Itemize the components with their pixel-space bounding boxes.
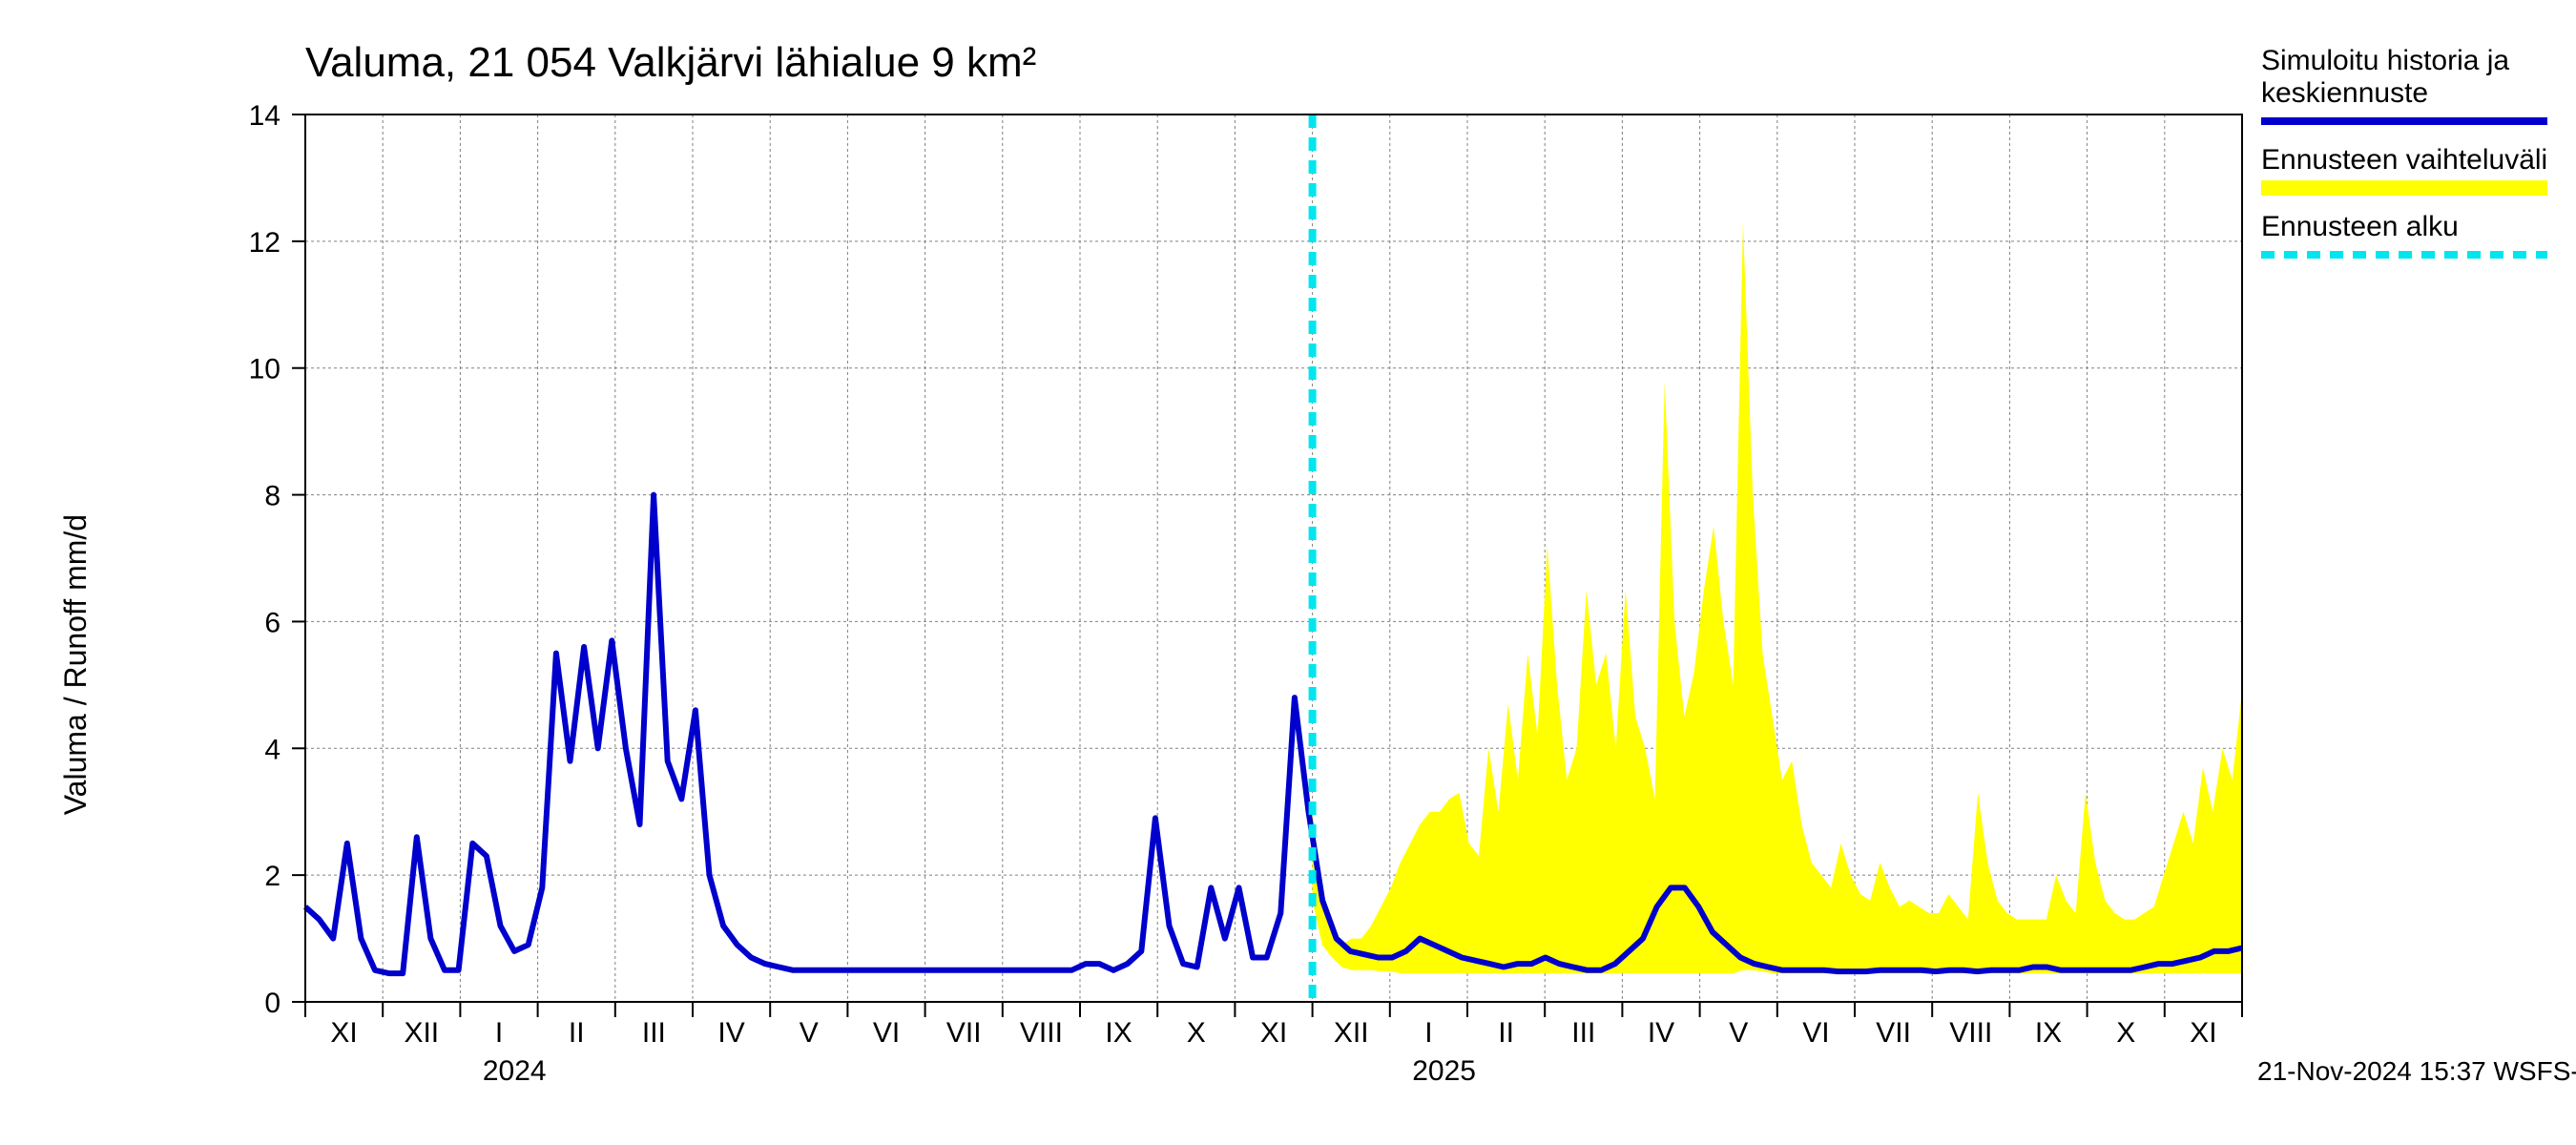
x-month-label: XI	[330, 1017, 357, 1049]
y-tick-label: 14	[249, 100, 280, 132]
y-axis-label: Valuma / Runoff mm/d	[58, 514, 93, 815]
legend-label: keskiennuste	[2261, 77, 2428, 109]
y-tick-label: 2	[264, 861, 280, 892]
y-tick-label: 10	[249, 354, 280, 385]
chart-title: Valuma, 21 054 Valkjärvi lähialue 9 km²	[305, 39, 1036, 86]
x-month-label: VII	[1876, 1017, 1911, 1049]
x-month-label: IV	[717, 1017, 744, 1049]
x-month-label: XII	[404, 1017, 439, 1049]
x-month-label: XI	[2190, 1017, 2216, 1049]
legend-label: Ennusteen vaihteluväli	[2261, 144, 2547, 176]
y-tick-label: 8	[264, 481, 280, 512]
y-tick-label: 0	[264, 988, 280, 1019]
y-tick-label: 4	[264, 734, 280, 765]
x-month-label: II	[569, 1017, 585, 1049]
y-tick-label: 6	[264, 607, 280, 638]
chart-container: 02468101214XIXIIIIIIIIIVVVIVIIVIIIIXXXIX…	[0, 0, 2576, 1145]
x-year-label: 2025	[1412, 1055, 1476, 1087]
legend-label: Ennusteen alku	[2261, 211, 2459, 242]
x-month-label: IV	[1648, 1017, 1674, 1049]
x-month-label: VIII	[1949, 1017, 1992, 1049]
x-month-label: IX	[2035, 1017, 2062, 1049]
x-month-label: VII	[946, 1017, 982, 1049]
x-month-label: V	[1729, 1017, 1748, 1049]
x-month-label: VIII	[1020, 1017, 1063, 1049]
plot-border	[305, 114, 2242, 1002]
x-month-label: VI	[873, 1017, 900, 1049]
x-month-label: I	[1424, 1017, 1432, 1049]
legend-label: Simuloitu historia ja	[2261, 45, 2509, 76]
x-month-label: III	[1571, 1017, 1595, 1049]
x-month-label: V	[800, 1017, 819, 1049]
x-month-label: VI	[1802, 1017, 1829, 1049]
y-tick-label: 12	[249, 227, 280, 259]
x-month-label: XII	[1334, 1017, 1369, 1049]
x-year-label: 2024	[483, 1055, 547, 1087]
x-month-label: XI	[1260, 1017, 1287, 1049]
legend-swatch-band	[2261, 180, 2547, 196]
x-month-label: I	[495, 1017, 503, 1049]
footer-timestamp: 21-Nov-2024 15:37 WSFS-O	[2257, 1056, 2576, 1086]
x-month-label: X	[2116, 1017, 2135, 1049]
x-month-label: III	[642, 1017, 666, 1049]
x-month-label: X	[1187, 1017, 1206, 1049]
runoff-chart: 02468101214XIXIIIIIIIIIVVVIVIIVIIIIXXXIX…	[0, 0, 2576, 1145]
x-month-label: II	[1498, 1017, 1514, 1049]
grid	[305, 114, 2242, 1002]
x-month-label: IX	[1105, 1017, 1132, 1049]
